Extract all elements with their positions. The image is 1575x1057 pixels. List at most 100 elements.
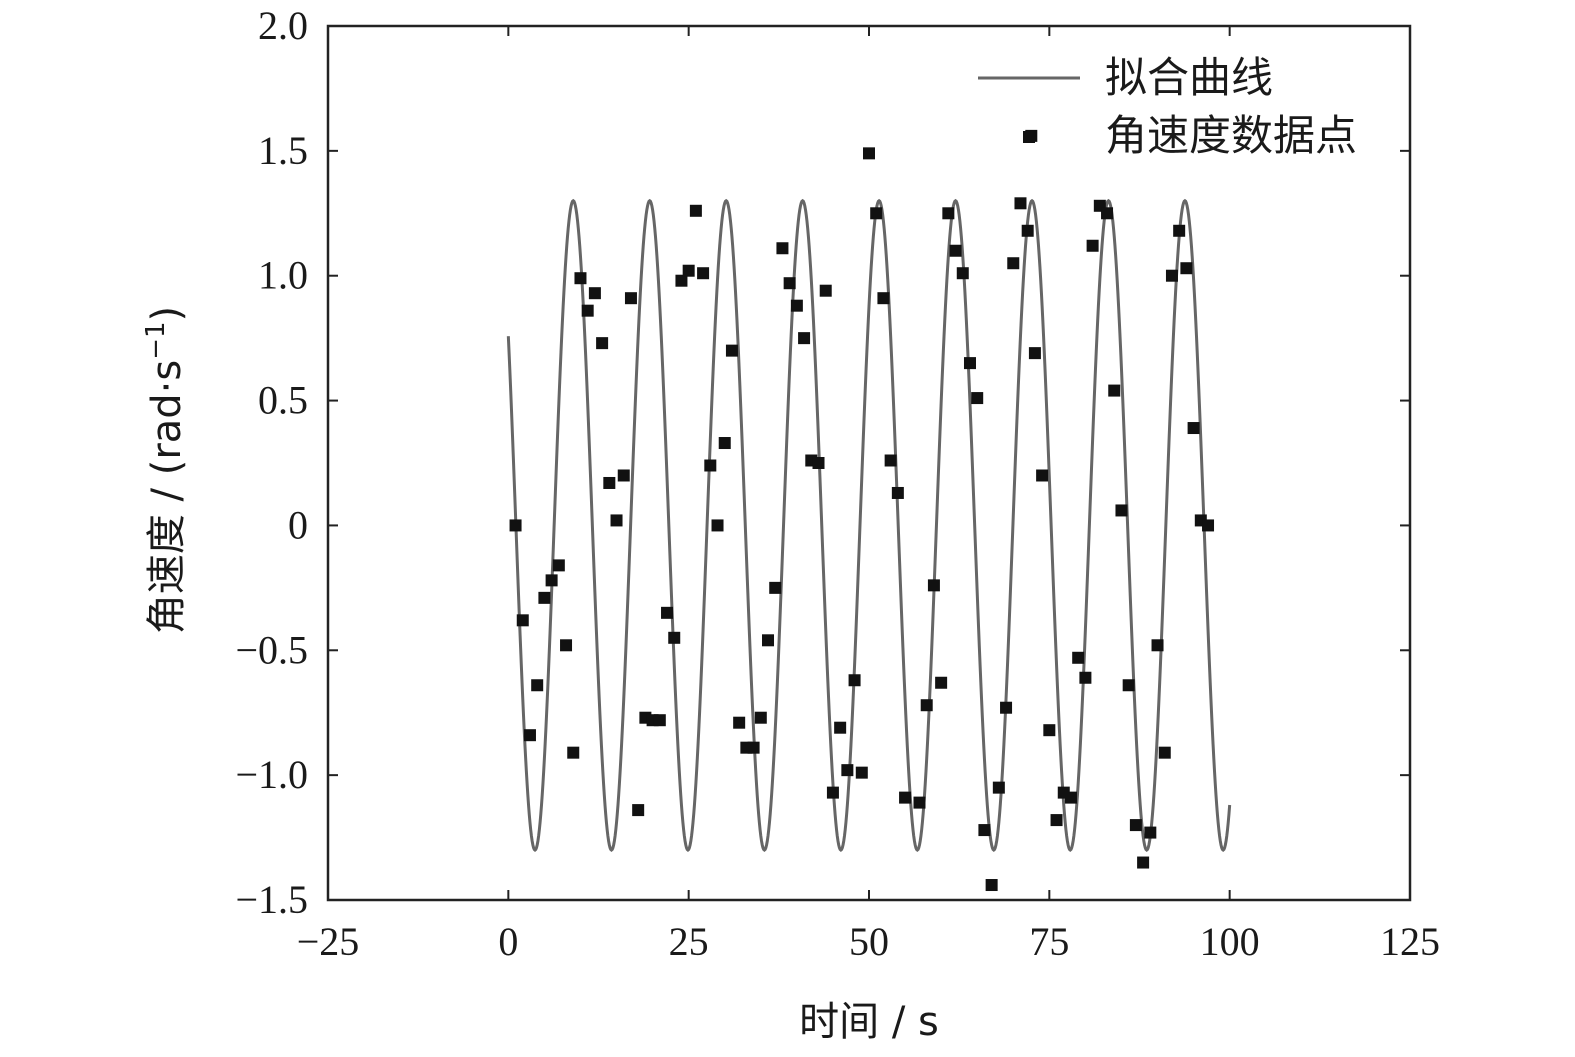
data-point	[725, 344, 738, 357]
data-point	[891, 486, 904, 499]
data-point	[1108, 384, 1121, 397]
data-point	[624, 292, 637, 305]
data-point	[668, 631, 681, 644]
fit-curve-line	[506, 198, 1232, 852]
data-point	[920, 699, 933, 712]
data-point	[848, 674, 861, 687]
data-point	[963, 357, 976, 370]
data-point	[927, 579, 940, 592]
data-point	[1050, 814, 1063, 827]
data-point	[863, 147, 875, 160]
data-point	[826, 786, 839, 799]
data-point	[689, 204, 702, 217]
data-point	[617, 469, 630, 482]
data-point	[949, 244, 962, 257]
data-point	[567, 746, 580, 759]
y-tick-label: 1.5	[258, 128, 308, 173]
legend-label-data-points: 角速度数据点	[1105, 111, 1357, 160]
data-point	[899, 791, 912, 804]
data-point	[574, 272, 587, 285]
y-axis-title-main: 角速度 / (rad·s	[144, 360, 190, 634]
data-point	[675, 274, 688, 287]
y-axis-title: 角速度 / (rad·s−1)	[141, 306, 190, 634]
data-point	[942, 207, 955, 220]
data-point	[1165, 269, 1178, 282]
data-point	[956, 267, 969, 280]
data-point	[531, 679, 544, 692]
data-point	[1115, 504, 1128, 517]
data-point	[545, 574, 558, 587]
y-tick-label: 2.0	[258, 3, 308, 48]
data-point	[1144, 826, 1157, 839]
data-point	[783, 277, 796, 290]
data-point	[754, 711, 767, 724]
data-point	[1086, 239, 1099, 252]
data-point	[1014, 197, 1027, 210]
data-point	[855, 766, 868, 779]
data-point	[1173, 224, 1186, 237]
y-tick-label: −1.0	[235, 752, 308, 797]
data-point	[1151, 639, 1164, 652]
data-point	[516, 614, 529, 627]
x-tick-label: −25	[297, 919, 360, 964]
data-point	[552, 559, 565, 572]
data-point	[603, 476, 616, 489]
data-point	[841, 764, 854, 777]
data-point	[992, 781, 1005, 794]
x-axis: −25 0 25 50 75 100 125	[297, 26, 1440, 964]
y-tick-label: −1.5	[235, 877, 308, 922]
data-point	[1122, 679, 1135, 692]
data-point	[1180, 262, 1193, 275]
y-tick-label: 1.0	[258, 253, 308, 298]
x-tick-label: 25	[669, 919, 709, 964]
y-tick-label: 0.5	[258, 378, 308, 423]
x-tick-label: 100	[1200, 919, 1260, 964]
data-point	[1202, 519, 1215, 532]
data-point	[819, 284, 832, 297]
y-axis-title-superscript: −1	[141, 321, 171, 359]
data-point	[762, 634, 775, 647]
x-tick-label: 125	[1380, 919, 1440, 964]
data-point	[1021, 224, 1034, 237]
data-point	[1007, 257, 1020, 270]
data-point	[610, 514, 623, 527]
data-point	[661, 606, 674, 619]
data-point	[697, 267, 710, 280]
data-point	[985, 879, 998, 892]
data-point	[1158, 746, 1171, 759]
legend-label-fit-curve: 拟合曲线	[1105, 53, 1273, 102]
data-point	[1036, 469, 1049, 482]
legend-point-swatch	[1023, 131, 1035, 143]
data-point	[1064, 791, 1077, 804]
data-point	[769, 581, 782, 594]
y-tick-label: −0.5	[235, 627, 308, 672]
data-point	[971, 392, 984, 405]
y-tick-label: 0	[288, 502, 308, 547]
data-point	[884, 454, 897, 467]
x-tick-label: 75	[1029, 919, 1069, 964]
plot-area	[506, 129, 1232, 892]
x-tick-label: 0	[498, 919, 518, 964]
data-point	[581, 304, 594, 317]
data-point	[704, 459, 717, 472]
data-point	[1137, 856, 1150, 869]
data-point	[1000, 701, 1013, 714]
data-point	[538, 591, 551, 604]
data-point	[523, 729, 536, 742]
data-point	[588, 287, 601, 300]
data-point	[935, 676, 948, 689]
data-point	[733, 716, 746, 729]
data-point	[682, 264, 695, 277]
data-point	[1129, 819, 1142, 832]
data-point	[776, 242, 789, 255]
data-point	[1043, 724, 1056, 737]
data-point	[1072, 651, 1085, 664]
data-point	[812, 457, 825, 469]
data-point	[1101, 207, 1114, 220]
y-axis: −1.5 −1.0 −0.5 0 0.5 1.0 1.5 2.0	[235, 3, 1410, 922]
data-point	[798, 332, 811, 345]
data-point	[834, 721, 847, 734]
data-point	[747, 741, 760, 754]
data-point	[718, 437, 731, 450]
